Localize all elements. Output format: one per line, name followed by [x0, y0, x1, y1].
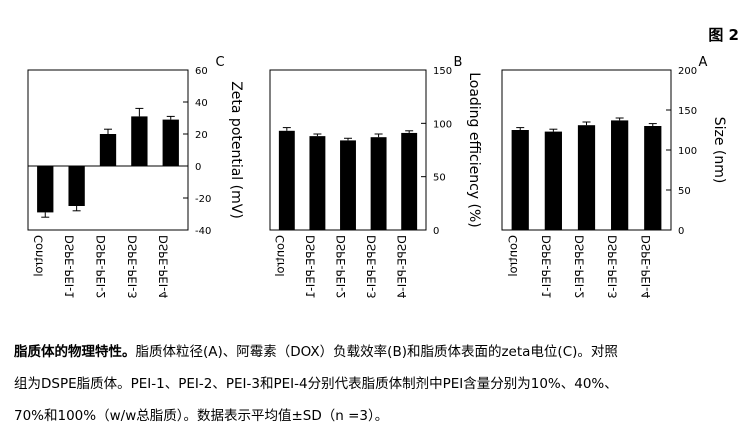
category-label: DSPE-PEI-2 [94, 235, 108, 299]
y-tick-label: 40 [195, 98, 208, 109]
bar [401, 132, 418, 230]
figure-caption-line-1: 脂质体的物理特性。脂质体粒径(A)、阿霉素（DOX）负载效率(B)和脂质体表面的… [14, 336, 740, 368]
y-tick-label: 200 [678, 66, 697, 77]
y-tick-label: 150 [678, 106, 697, 117]
caption-title: 脂质体的物理特性。 [14, 344, 136, 360]
bar [37, 166, 54, 213]
bar [611, 120, 629, 230]
category-label: Control [31, 235, 45, 277]
y-axis-title: Size (nm) [711, 117, 727, 184]
bar [309, 136, 326, 230]
bar [544, 131, 562, 230]
bar [577, 125, 596, 230]
figure: 图 2 050100150200DSPE-PEI-4DSPE-PEI-3DSPE… [27, 26, 739, 299]
category-label: DSPE-PEI-2 [573, 235, 587, 299]
y-tick-label: 50 [678, 186, 691, 197]
bar [370, 137, 387, 230]
y-tick-label: 0 [433, 226, 439, 237]
bar [278, 130, 295, 230]
y-tick-label: 60 [195, 66, 208, 77]
category-label: DSPE-PEI-3 [125, 235, 139, 299]
panel-zeta-potential: -40 -20 0 20 40 60 DSPE-PEI-4 DSPE-PEI-3 DSPE-PE… [27, 55, 244, 299]
plot-frame [27, 69, 189, 231]
y-tick-label: 20 [195, 130, 208, 141]
category-label: DSPE-PEI-4 [639, 235, 653, 299]
figure-caption-line-3: 70%和100%（w/w总脂质）。数据表示平均值±SD（n =3）。 [14, 408, 389, 424]
bar [68, 166, 85, 206]
category-label: DSPE-PEI-1 [63, 235, 77, 299]
category-label: Control [506, 235, 520, 277]
bar [131, 116, 148, 166]
panel-letter: C [215, 55, 224, 70]
y-tick-label: 150 [433, 66, 452, 77]
category-label: DSPE-PEI-1 [303, 235, 317, 299]
category-label: Control [273, 235, 287, 277]
y-tick-label: 0 [195, 162, 201, 173]
y-tick-label: 100 [433, 119, 452, 130]
caption-text-1: 脂质体粒径(A)、阿霉素（DOX）负载效率(B)和脂质体表面的zeta电位(C)… [135, 344, 618, 360]
panel-letter: B [454, 55, 463, 70]
category-label: DSPE-PEI-3 [365, 235, 379, 299]
figure-caption-line-2: 组为DSPE脂质体。PEI-1、PEI-2、PEI-3和PEI-4分别代表脂质体… [14, 376, 618, 392]
y-tick-label: -40 [195, 226, 211, 237]
y-axis-title: Zeta potential (mV) [228, 81, 244, 219]
y-tick-label: -20 [195, 194, 211, 205]
panel-letter: A [699, 55, 708, 70]
y-tick-label: 50 [433, 173, 446, 184]
category-label: DSPE-PEI-4 [395, 235, 409, 299]
category-label: DSPE-PEI-4 [157, 235, 171, 299]
category-label: DSPE-PEI-3 [606, 235, 620, 299]
y-axis-title: Loading efficiency (%) [466, 72, 482, 228]
figure-label: 图 2 [708, 26, 739, 44]
panel-loading-efficiency: 0 50 100 150 DSPE-PEI-4 DSPE-PEI-3 DSPE-PEI-2 D… [269, 55, 482, 299]
category-label: DSPE-PEI-2 [334, 235, 348, 299]
category-label: DSPE-PEI-1 [539, 235, 553, 299]
bar [99, 134, 117, 166]
bar [340, 140, 356, 230]
y-tick-label: 100 [678, 146, 697, 157]
y-tick-label: 0 [678, 226, 684, 237]
bar [162, 119, 179, 166]
panel-size: 0 50 100 150 200 DSPE-PEI-4 DSPE-PEI-3 DSPE-PEI… [501, 55, 727, 299]
bar [511, 130, 529, 230]
bar [644, 126, 662, 230]
